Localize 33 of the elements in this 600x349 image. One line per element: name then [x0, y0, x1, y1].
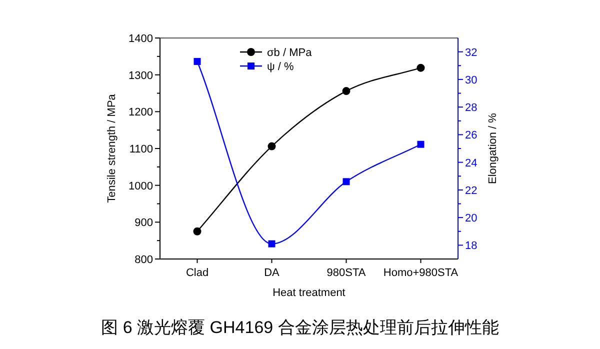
legend-label: ψ / %	[267, 61, 294, 73]
point	[342, 87, 350, 96]
y-tick-label: 1000	[128, 180, 153, 192]
point	[268, 142, 276, 150]
x-axis-title: Heat treatment	[272, 287, 346, 299]
point	[342, 178, 350, 186]
point	[268, 240, 276, 248]
y2-tick-label: 18	[465, 240, 478, 252]
y2-tick-label: 28	[465, 102, 478, 114]
y-tick-label: 1300	[128, 70, 153, 82]
point	[416, 64, 425, 72]
y-tick-label: 1400	[128, 33, 153, 45]
caption: 图 6 激光熔覆 GH4169 合金涂层热处理前后拉伸性能	[101, 318, 499, 337]
x-tick-label: 980STA	[326, 267, 366, 279]
y2-axis-title: Elongation / %	[487, 112, 499, 184]
point	[194, 58, 201, 65]
y-axis-title: Tensile strength / MPa	[106, 93, 118, 203]
y-tick-label: 1100	[129, 144, 153, 156]
y-tick-label: 800	[134, 254, 153, 266]
y-tick-label: 1200	[128, 106, 153, 119]
y2-tick-label: 26	[465, 130, 478, 142]
y-tick-label: 900	[134, 217, 153, 230]
legend-label: σb / MPa	[267, 47, 313, 59]
point	[417, 140, 424, 148]
y2-tick-label: 24	[465, 157, 478, 170]
point	[193, 227, 202, 236]
x-tick-label: Homo+980STA	[383, 267, 459, 279]
y2-tick-label: 30	[465, 74, 478, 86]
y2-tick-label: 22	[465, 184, 478, 197]
y2-tick-label: 20	[465, 212, 478, 225]
x-tick-label: Clad	[186, 267, 209, 279]
y2-tick-label: 32	[465, 46, 478, 59]
x-tick-label: DA	[264, 267, 280, 279]
